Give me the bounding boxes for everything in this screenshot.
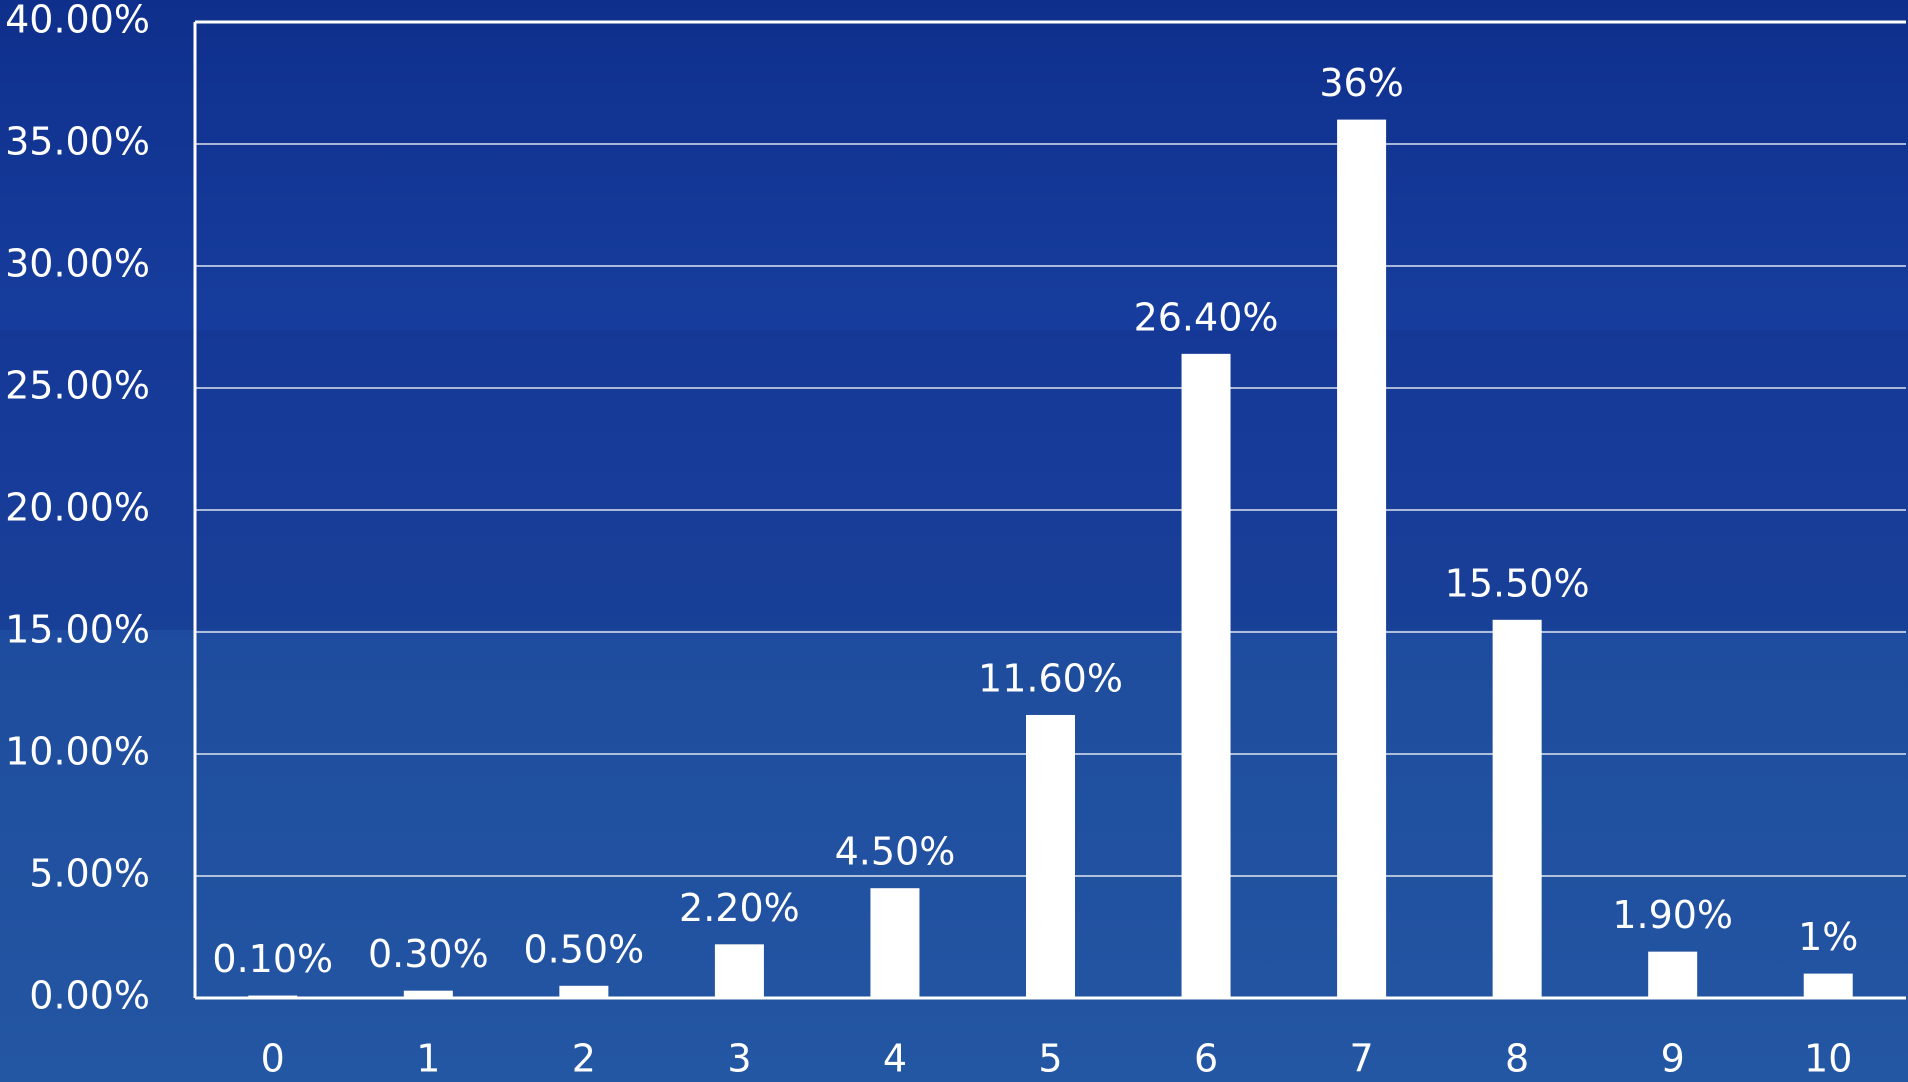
value-label: 11.60% [978,656,1123,700]
value-label: 0.30% [368,932,489,976]
bar [1337,119,1387,999]
y-tick-label: 15.00% [5,608,150,652]
x-tick-label: 0 [261,1037,285,1081]
value-label: 36% [1319,61,1403,105]
x-tick-label: 7 [1349,1037,1373,1081]
y-tick-label: 20.00% [5,486,150,530]
bar [403,990,453,998]
value-label: 15.50% [1445,561,1590,605]
y-tick-label: 5.00% [29,852,150,896]
value-label: 4.50% [835,830,956,874]
x-tick-label: 8 [1505,1037,1529,1081]
bar [1181,353,1231,999]
bar [1648,951,1698,998]
x-tick-label: 1 [416,1037,440,1081]
bar [1803,973,1853,998]
value-label: 2.20% [679,886,800,930]
bar [1492,619,1542,998]
y-tick-label: 0.00% [29,974,150,1018]
y-tick-label: 40.00% [5,0,150,42]
value-label: 0.50% [524,927,645,971]
stands [0,330,1908,630]
x-tick-label: 9 [1661,1037,1685,1081]
x-tick-label: 4 [883,1037,907,1081]
x-tick-label: 2 [572,1037,596,1081]
value-label: 1.90% [1612,893,1733,937]
y-tick-label: 10.00% [5,730,150,774]
y-tick-label: 30.00% [5,242,150,286]
value-label: 1% [1798,915,1858,959]
bar [248,995,298,998]
x-tick-label: 10 [1804,1037,1852,1081]
bar [714,944,764,998]
value-label: 26.40% [1134,295,1279,339]
bar [870,888,920,998]
bar [1026,714,1075,998]
bar [559,985,609,998]
x-tick-label: 3 [727,1037,751,1081]
y-tick-label: 25.00% [5,364,150,408]
x-tick-label: 6 [1194,1037,1218,1081]
value-label: 0.10% [212,937,333,981]
y-tick-label: 35.00% [5,120,150,164]
x-tick-label: 5 [1038,1037,1062,1081]
